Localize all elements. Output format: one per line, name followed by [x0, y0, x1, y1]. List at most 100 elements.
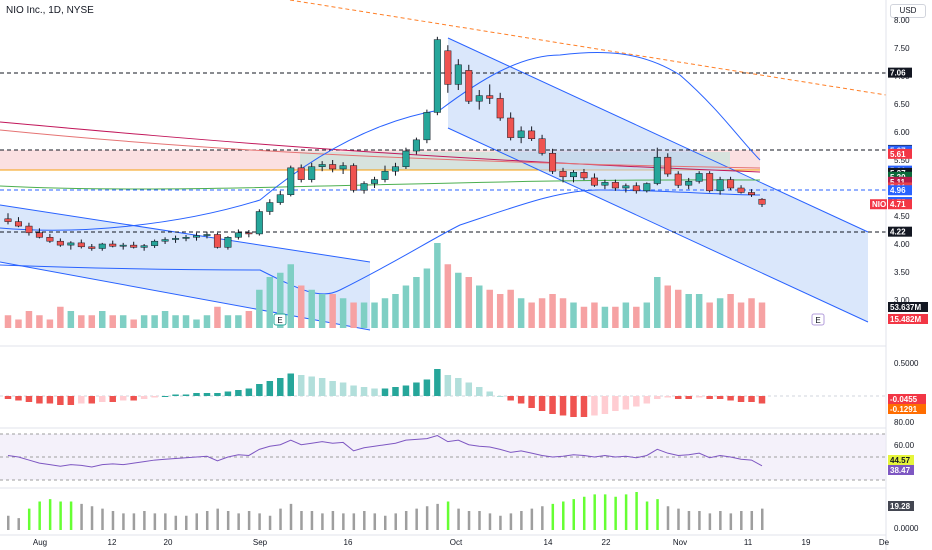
candle[interactable]: [77, 239, 85, 249]
candle[interactable]: [193, 232, 200, 241]
candle[interactable]: [203, 231, 211, 239]
candle-body: [643, 183, 651, 192]
candle[interactable]: [339, 162, 347, 174]
candle[interactable]: [4, 213, 12, 225]
candle[interactable]: [685, 177, 693, 190]
candle[interactable]: [737, 185, 745, 194]
candle-body: [46, 237, 54, 242]
candle[interactable]: [151, 239, 159, 248]
candle[interactable]: [318, 161, 326, 172]
time-tick: 16: [344, 538, 353, 547]
candle[interactable]: [266, 199, 274, 215]
candle[interactable]: [130, 241, 138, 249]
candle[interactable]: [350, 163, 358, 193]
candle[interactable]: [56, 238, 64, 247]
candle[interactable]: [25, 222, 33, 236]
candle[interactable]: [611, 179, 619, 191]
candle[interactable]: [276, 190, 284, 205]
candle[interactable]: [360, 181, 368, 194]
candle[interactable]: [98, 242, 106, 251]
currency-selector[interactable]: USD: [890, 4, 926, 18]
candle[interactable]: [507, 112, 515, 141]
candle[interactable]: [245, 230, 253, 238]
candle[interactable]: [161, 237, 169, 244]
candle[interactable]: [601, 179, 609, 190]
candle[interactable]: [643, 182, 651, 193]
volatility-bar: [394, 513, 397, 530]
candle[interactable]: [172, 235, 180, 243]
candle[interactable]: [234, 229, 242, 240]
volatility-bar: [520, 511, 523, 530]
candle[interactable]: [674, 171, 682, 188]
candle[interactable]: [35, 228, 43, 239]
candle[interactable]: [287, 165, 295, 197]
candle[interactable]: [433, 36, 441, 116]
macd-hist-bar: [193, 393, 200, 396]
candle[interactable]: [423, 109, 431, 144]
volatility-bar: [750, 511, 754, 530]
candle[interactable]: [255, 209, 263, 236]
candle[interactable]: [528, 126, 536, 141]
macd-tag-label: -0.0455: [890, 395, 918, 404]
candle[interactable]: [329, 160, 337, 173]
macd-pane: [4, 369, 766, 417]
candle[interactable]: [538, 134, 546, 156]
volume-bar: [423, 268, 431, 328]
candle[interactable]: [182, 235, 190, 242]
macd-hist-bar: [277, 378, 284, 396]
candle[interactable]: [475, 90, 483, 110]
candle[interactable]: [706, 171, 714, 193]
candle[interactable]: [590, 173, 598, 187]
candle-body: [140, 245, 148, 248]
candle[interactable]: [758, 198, 766, 208]
candle[interactable]: [716, 176, 724, 195]
candle[interactable]: [549, 148, 557, 174]
candle[interactable]: [109, 240, 117, 248]
candle[interactable]: [391, 162, 399, 176]
candle[interactable]: [496, 92, 504, 121]
earnings-marker-sep[interactable]: E: [273, 313, 287, 326]
volatility-bar: [111, 511, 115, 530]
candle[interactable]: [632, 182, 640, 194]
candle[interactable]: [46, 233, 54, 243]
candle[interactable]: [748, 189, 756, 197]
candle[interactable]: [119, 242, 127, 250]
candle[interactable]: [140, 244, 148, 251]
candle[interactable]: [381, 165, 389, 183]
candle-body: [716, 179, 724, 192]
price-tag: 5.11: [888, 176, 912, 187]
candle[interactable]: [308, 162, 316, 183]
candle[interactable]: [727, 176, 735, 191]
candle[interactable]: [653, 147, 661, 186]
candle[interactable]: [559, 167, 567, 183]
candle[interactable]: [412, 137, 420, 155]
candle[interactable]: [465, 64, 473, 104]
earnings-marker-nov[interactable]: E: [811, 313, 825, 326]
candle[interactable]: [570, 170, 577, 183]
candle[interactable]: [664, 153, 672, 177]
candle[interactable]: [371, 176, 379, 188]
volatility-bar: [635, 492, 638, 530]
candle[interactable]: [695, 171, 703, 184]
candle[interactable]: [486, 84, 494, 104]
candle[interactable]: [67, 241, 75, 250]
volume-bar: [15, 319, 22, 328]
candle[interactable]: [454, 59, 462, 90]
candle[interactable]: [517, 126, 525, 144]
candle[interactable]: [622, 183, 630, 193]
candle[interactable]: [297, 164, 305, 183]
volatility-bar: [258, 513, 261, 530]
candle[interactable]: [88, 244, 96, 251]
candle[interactable]: [14, 217, 22, 228]
macd-tag: -0.0455: [888, 394, 926, 404]
macd-hist-bar: [4, 396, 12, 399]
candle[interactable]: [580, 168, 588, 181]
candle-body: [496, 98, 504, 119]
price-tag-bg: [888, 226, 912, 237]
candle[interactable]: [444, 45, 452, 93]
candle[interactable]: [402, 147, 410, 169]
candle[interactable]: [224, 236, 232, 250]
candle[interactable]: [213, 232, 221, 249]
